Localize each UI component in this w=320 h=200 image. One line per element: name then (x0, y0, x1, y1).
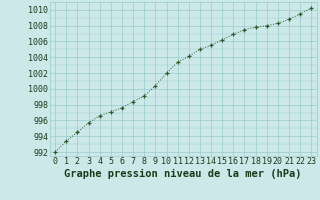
X-axis label: Graphe pression niveau de la mer (hPa): Graphe pression niveau de la mer (hPa) (64, 169, 302, 179)
